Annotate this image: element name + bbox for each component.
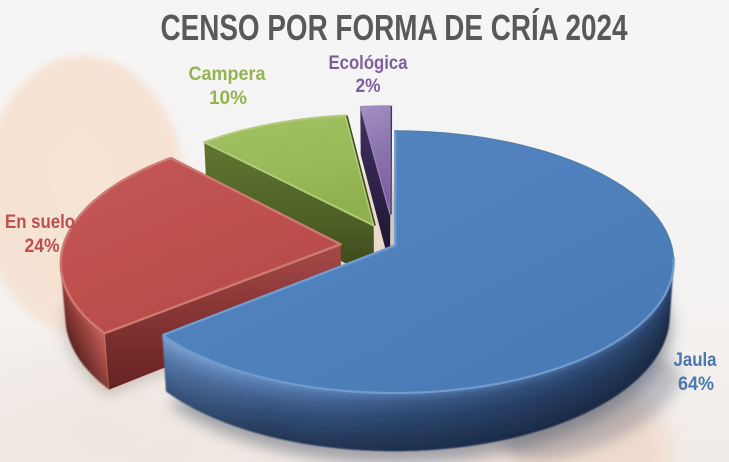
svg-text:Ecológica: Ecológica [329,53,408,74]
svg-text:CENSO POR FORMA DE CRÍA 2024: CENSO POR FORMA DE CRÍA 2024 [161,7,628,48]
svg-text:En suelo: En suelo [5,212,75,233]
svg-text:2%: 2% [356,76,381,97]
svg-text:Campera: Campera [189,64,266,85]
svg-text:64%: 64% [678,374,714,395]
svg-text:Jaula: Jaula [674,350,717,371]
svg-text:10%: 10% [209,88,247,109]
svg-text:24%: 24% [25,236,60,257]
